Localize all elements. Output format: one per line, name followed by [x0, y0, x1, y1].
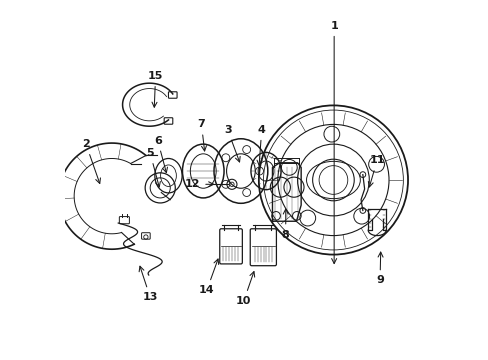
Text: 7: 7 [197, 120, 206, 151]
Text: 4: 4 [257, 125, 265, 165]
Text: 3: 3 [224, 125, 240, 162]
Text: 11: 11 [367, 155, 384, 187]
Text: 10: 10 [236, 271, 254, 306]
Text: 1: 1 [329, 21, 337, 264]
Text: 13: 13 [139, 266, 158, 302]
Text: 14: 14 [199, 259, 218, 295]
Text: 2: 2 [82, 139, 100, 184]
Text: 15: 15 [147, 71, 163, 107]
Text: 12: 12 [184, 179, 213, 189]
Text: 8: 8 [281, 209, 289, 239]
Text: 5: 5 [146, 148, 160, 187]
Text: 9: 9 [375, 252, 383, 285]
Text: 6: 6 [153, 136, 167, 172]
